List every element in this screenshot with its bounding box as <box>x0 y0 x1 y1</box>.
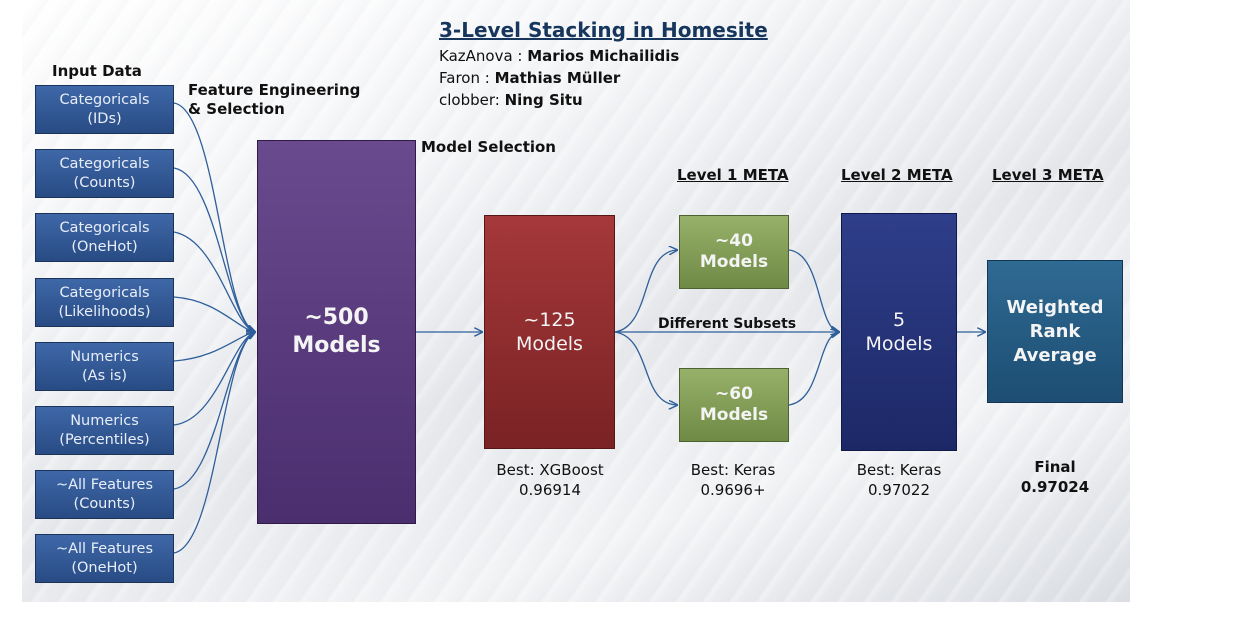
feature-engineering-line: & Selection <box>188 100 285 118</box>
input-connector <box>173 102 255 332</box>
level1-meta-label: Level 1 META <box>677 166 789 184</box>
result-label: Best: Keras <box>856 461 942 479</box>
box-label: Models <box>516 333 583 355</box>
result-level1: Best: Keras 0.9696+ <box>677 460 789 500</box>
input-box: Categoricals (Likelihoods) <box>35 278 174 327</box>
credit-name: Ning Situ <box>504 91 583 109</box>
input-box-title: Numerics <box>70 348 139 365</box>
input-box-subtitle: (Counts) <box>73 174 136 191</box>
result-level3: Final 0.97024 <box>999 457 1111 497</box>
box-label: Models <box>292 333 381 358</box>
models-500-box: ~500 Models <box>257 140 416 524</box>
weighted-rank-average-box: Weighted Rank Average <box>987 260 1123 403</box>
credit-line: KazAnova : Marios Michailidis <box>439 47 679 65</box>
box-line: Average <box>1013 344 1097 366</box>
input-box-subtitle: (Percentiles) <box>59 431 150 448</box>
result-label: Best: XGBoost <box>496 461 604 479</box>
input-box: Categoricals (OneHot) <box>35 213 174 262</box>
connector-layer <box>173 102 1130 554</box>
result-level0: Best: XGBoost 0.96914 <box>494 460 606 500</box>
input-box: ~All Features (OneHot) <box>35 534 174 583</box>
input-box-title: ~All Features <box>55 540 154 557</box>
input-data-label: Input Data <box>52 62 142 80</box>
level3-meta-label: Level 3 META <box>992 166 1104 184</box>
input-connector <box>173 167 255 332</box>
input-box: ~All Features (Counts) <box>35 470 174 519</box>
credit-separator: : <box>494 91 505 109</box>
input-box-title: Categoricals <box>59 219 150 236</box>
level2-meta-label: Level 2 META <box>841 166 953 184</box>
input-box-subtitle: (OneHot) <box>71 238 138 255</box>
input-box-subtitle: (Likelihoods) <box>58 303 151 320</box>
box-line: Weighted <box>1006 296 1104 318</box>
credit-handle: clobber <box>439 91 495 109</box>
credit-separator: : <box>479 69 495 87</box>
models-40-box: ~40 Models <box>679 215 789 289</box>
diagram-title: 3-Level Stacking in Homesite <box>439 18 768 42</box>
credit-line: clobber: Ning Situ <box>439 91 583 109</box>
result-label: Final <box>1034 458 1076 476</box>
feature-engineering-label: Feature Engineering & Selection <box>188 81 360 119</box>
box-count: ~60 <box>715 384 753 404</box>
slide: 3-Level Stacking in Homesite KazAnova : … <box>22 0 1130 602</box>
box-label: Models <box>699 405 769 425</box>
input-box: Numerics (Percentiles) <box>35 406 174 455</box>
model-selection-label: Model Selection <box>421 138 556 156</box>
models-125-box: ~125 Models <box>484 215 615 449</box>
credit-handle: KazAnova <box>439 47 513 65</box>
result-score: 0.97022 <box>867 481 931 499</box>
result-score: 0.97024 <box>1020 478 1090 496</box>
credit-line: Faron : Mathias Müller <box>439 69 620 87</box>
arrow-60-to-5 <box>788 332 839 406</box>
box-count: ~40 <box>715 231 753 251</box>
result-score: 0.96914 <box>518 481 582 499</box>
input-box-subtitle: (As is) <box>82 367 127 384</box>
models-5-box: 5 Models <box>841 213 957 451</box>
credit-name: Mathias Müller <box>494 69 621 87</box>
credit-handle: Faron <box>439 69 480 87</box>
input-connector <box>173 296 255 332</box>
input-box-title: Categoricals <box>59 155 150 172</box>
input-box-title: Numerics <box>70 412 139 429</box>
result-score: 0.9696+ <box>700 481 766 499</box>
box-label: Models <box>699 252 769 272</box>
models-60-box: ~60 Models <box>679 368 789 442</box>
input-box-title: Categoricals <box>59 91 150 108</box>
box-count: 5 <box>892 309 906 331</box>
credit-name: Marios Michailidis <box>527 47 680 65</box>
arrow-125-to-60 <box>614 331 677 405</box>
box-label: Models <box>865 333 933 355</box>
input-connector <box>173 332 255 554</box>
arrow-125-to-40 <box>614 250 677 333</box>
input-box: Categoricals (Counts) <box>35 149 174 198</box>
result-level2: Best: Keras 0.97022 <box>843 460 955 500</box>
box-line: Rank <box>1029 320 1081 342</box>
arrow-40-to-5 <box>788 249 839 332</box>
input-box-title: Categoricals <box>59 284 150 301</box>
input-box-title: ~All Features <box>55 476 154 493</box>
box-count: ~125 <box>523 309 576 331</box>
input-box-subtitle: (IDs) <box>87 110 122 127</box>
input-box-subtitle: (OneHot) <box>71 559 138 576</box>
result-label: Best: Keras <box>690 461 776 479</box>
credit-separator: : <box>512 47 528 65</box>
box-count: ~500 <box>304 305 369 330</box>
input-box: Categoricals (IDs) <box>35 85 174 134</box>
input-box: Numerics (As is) <box>35 342 174 391</box>
input-box-subtitle: (Counts) <box>73 495 136 512</box>
different-subsets-label: Different Subsets <box>658 316 797 332</box>
feature-engineering-line: Feature Engineering <box>188 81 361 99</box>
